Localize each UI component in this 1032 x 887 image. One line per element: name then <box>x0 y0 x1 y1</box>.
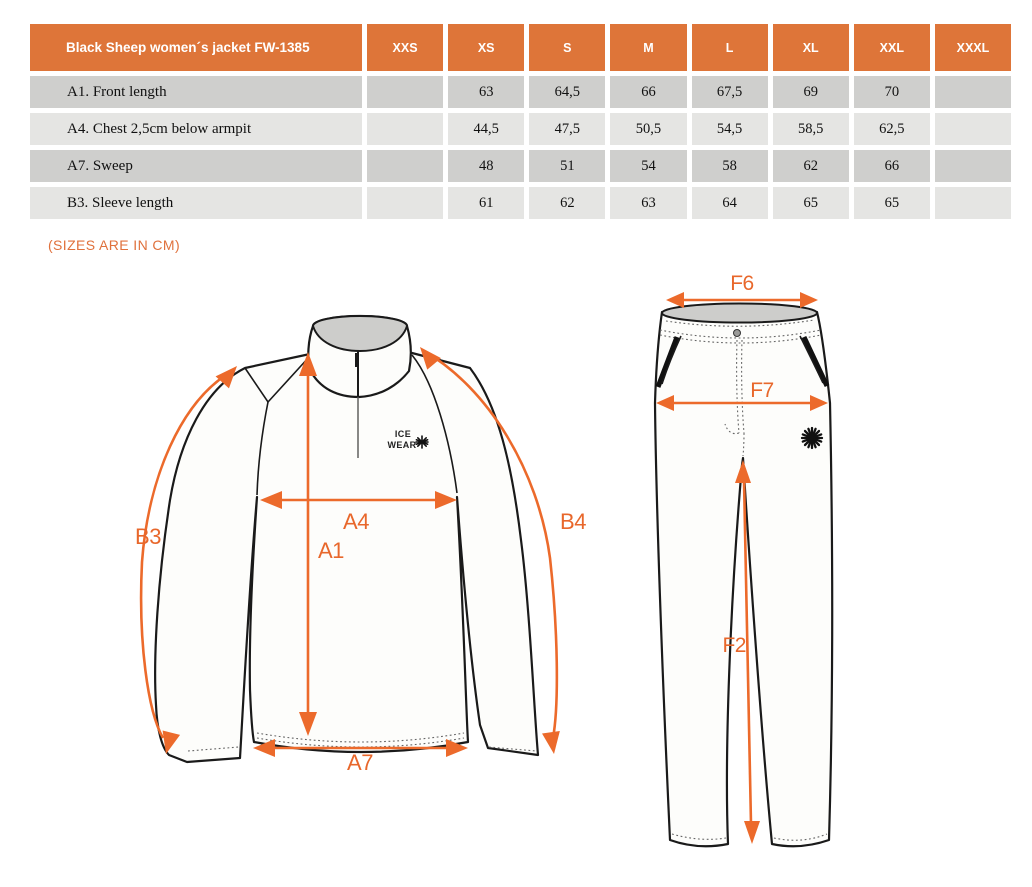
leg-hem-stitch <box>671 833 727 840</box>
measure-arrow-a7 <box>253 739 468 757</box>
size-value-cell: 61 <box>448 187 525 219</box>
measurement-label-cell: A7. Sweep <box>30 150 362 182</box>
measure-arrow-b4 <box>420 347 560 754</box>
measure-label-f7: F7 <box>750 379 774 402</box>
size-column-header-xs: XS <box>448 24 525 71</box>
size-value-cell <box>934 187 1011 219</box>
size-value-cell <box>934 150 1011 182</box>
measure-label-f2: F2 <box>722 634 746 657</box>
size-table: Black Sheep women´s jacket FW-1385 XXS X… <box>30 24 1011 219</box>
measure-label-f6: F6 <box>730 272 754 295</box>
size-value-cell <box>934 76 1011 108</box>
leg-hem-stitch <box>773 833 828 841</box>
size-value-cell: 54,5 <box>691 113 768 145</box>
waistband-stitch <box>659 329 822 339</box>
measure-arrow-f6 <box>666 292 818 308</box>
snowflake-icon <box>415 435 429 449</box>
size-value-cell: 63 <box>610 187 687 219</box>
snowflake-icon <box>800 426 824 450</box>
pants-drawing: F6 F7 F2 <box>620 270 880 870</box>
size-column-header-xxxl: XXXL <box>934 24 1011 71</box>
size-value-cell: 54 <box>610 150 687 182</box>
size-column-header-xxs: XXS <box>367 24 444 71</box>
left-raglan-seam <box>256 401 269 496</box>
logo-text-wear: WEAR <box>387 440 416 450</box>
measure-label-a7: A7 <box>347 750 373 775</box>
measure-arrow-a4 <box>260 491 457 509</box>
fly-stitching <box>724 339 745 457</box>
size-value-cell: 62,5 <box>853 113 930 145</box>
measure-arrow-b3 <box>139 366 237 754</box>
size-value-cell <box>367 76 444 108</box>
measure-arrow-f2 <box>735 460 760 844</box>
measure-arrow-a1 <box>299 352 317 736</box>
measurement-label-cell: A1. Front length <box>30 76 362 108</box>
measure-label-a4: A4 <box>343 509 369 534</box>
size-value-cell: 44,5 <box>448 113 525 145</box>
measure-label-a1: A1 <box>318 538 344 563</box>
size-value-cell: 48 <box>448 150 525 182</box>
size-value-cell: 58,5 <box>772 113 849 145</box>
cuff-stitch <box>488 746 537 752</box>
size-value-cell: 62 <box>529 187 606 219</box>
size-value-cell: 63 <box>448 76 525 108</box>
collar-inner <box>311 315 409 353</box>
measure-arrow-f7 <box>656 395 828 411</box>
size-value-cell: 66 <box>610 76 687 108</box>
size-value-cell: 64,5 <box>529 76 606 108</box>
waist-opening <box>661 302 818 324</box>
size-column-header-s: S <box>529 24 606 71</box>
size-value-cell: 62 <box>772 150 849 182</box>
waist-button <box>733 329 741 337</box>
measurement-label-cell: B3. Sleeve length <box>30 187 362 219</box>
right-raglan-seam <box>411 354 458 494</box>
size-value-cell: 66 <box>853 150 930 182</box>
size-value-cell <box>934 113 1011 145</box>
size-column-header-xxl: XXL <box>853 24 930 71</box>
size-value-cell: 58 <box>691 150 768 182</box>
size-value-cell: 67,5 <box>691 76 768 108</box>
size-value-cell <box>367 187 444 219</box>
size-value-cell: 47,5 <box>529 113 606 145</box>
size-value-cell: 70 <box>853 76 930 108</box>
size-value-cell <box>367 113 444 145</box>
size-value-cell: 69 <box>772 76 849 108</box>
size-value-cell: 65 <box>853 187 930 219</box>
pants-svg: F6 F7 F2 <box>653 272 834 848</box>
size-value-cell: 64 <box>691 187 768 219</box>
size-value-cell: 65 <box>772 187 849 219</box>
jacket-drawing: ICE WEAR A1 A4 <box>100 290 620 800</box>
size-column-header-l: L <box>691 24 768 71</box>
brand-logo: ICE WEAR <box>387 429 429 450</box>
measure-label-b3: B3 <box>135 524 161 549</box>
size-value-cell <box>367 150 444 182</box>
measure-label-b4: B4 <box>560 509 586 534</box>
size-column-header-xl: XL <box>772 24 849 71</box>
logo-text-ice: ICE <box>395 429 411 439</box>
size-column-header-m: M <box>610 24 687 71</box>
size-value-cell: 50,5 <box>610 113 687 145</box>
pants-outline <box>653 310 834 848</box>
pocket-welts <box>655 335 830 388</box>
jacket-svg: ICE WEAR A1 A4 <box>135 314 587 775</box>
jacket-outline <box>154 351 540 764</box>
sizes-in-cm-note: (SIZES ARE IN CM) <box>48 237 181 253</box>
size-value-cell: 51 <box>529 150 606 182</box>
measurement-label-cell: A4. Chest 2,5cm below armpit <box>30 113 362 145</box>
table-title-cell: Black Sheep women´s jacket FW-1385 <box>30 24 362 71</box>
